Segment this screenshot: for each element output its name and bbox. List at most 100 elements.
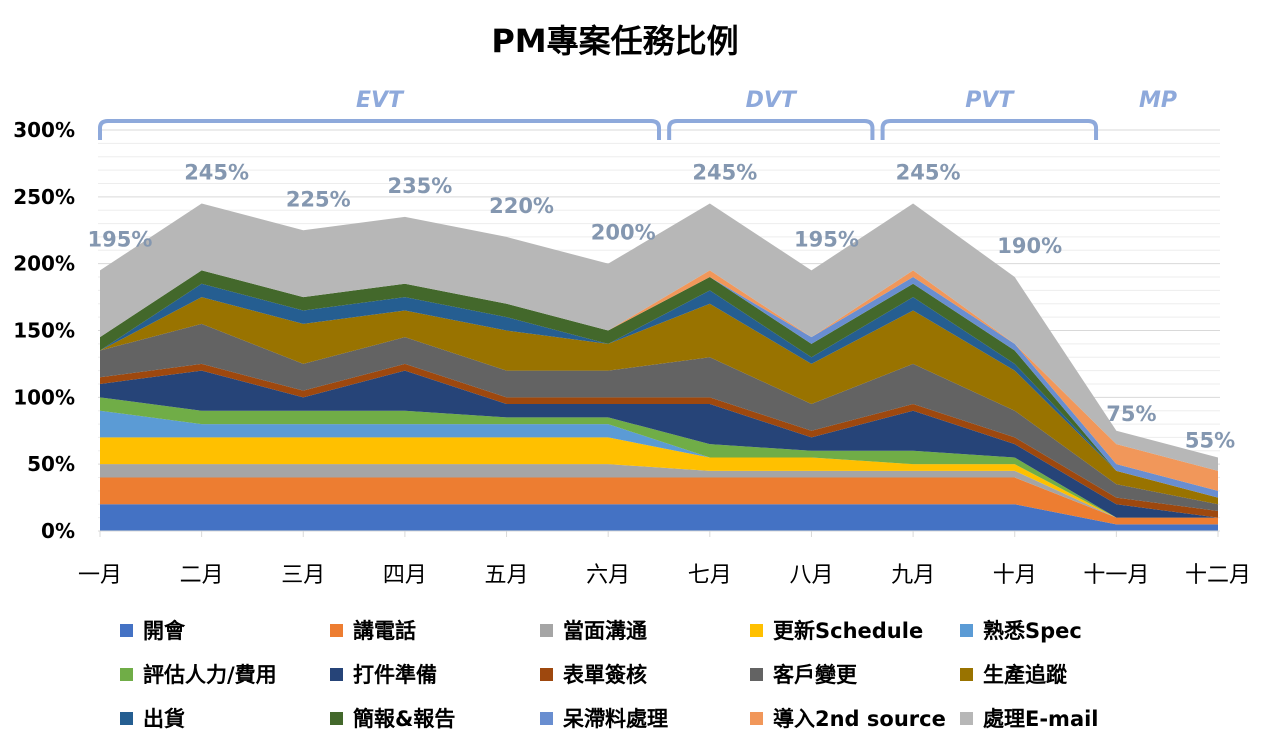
area-series-3 [100,437,1218,518]
area-series-11 [100,270,1218,498]
y-tick-label: 150% [13,319,75,343]
legend-label: 處理E-mail [983,707,1099,731]
legend-item: 表單簽核 [540,659,750,689]
legend-label: 呆滯料處理 [563,707,668,731]
x-tick-label: 八月 [789,563,833,588]
legend-item: 出貨 [120,703,330,733]
legend-item: 打件準備 [330,659,540,689]
y-tick-label: 100% [13,385,75,409]
legend-item: 簡報&報告 [330,703,540,733]
legend-swatch [120,623,133,637]
x-tick-label: 六月 [586,563,630,588]
total-data-label: 55% [1185,428,1235,452]
phase-bracket [98,119,661,140]
total-data-label: 220% [489,194,554,218]
phase-bracket [880,119,1099,140]
legend-label: 客戶變更 [773,663,857,687]
total-data-label: 245% [184,161,249,185]
legend-label: 導入2nd source [773,707,946,731]
legend-swatch [960,711,973,725]
area-series-14 [100,203,1218,471]
total-data-label: 245% [692,161,757,185]
phase-brackets: EVT DVT PVT MP [98,88,1177,140]
legend-label: 評估人力/費用 [143,663,277,687]
phase-label: PVT [965,88,1015,113]
legend-swatch [120,711,133,725]
total-data-label: 235% [387,174,452,198]
legend-swatch [750,667,763,681]
legend-label: 當面溝通 [563,619,647,643]
x-tick-label: 一月 [78,563,122,588]
legend-label: 更新Schedule [773,619,924,643]
legend-label: 打件準備 [353,663,437,687]
x-tick-label: 四月 [383,563,427,588]
legend-item: 處理E-mail [960,703,1170,733]
legend-label: 開會 [143,619,185,643]
phase-label: MP [1139,88,1177,113]
legend-item: 開會 [120,615,330,645]
x-tick-label: 十二月 [1185,563,1251,588]
x-axis: 一月 二月 三月 四月 五月 六月 七月 八月 九月 十月 十一月 十二月 [78,530,1251,588]
chart-title: PM專案任務比例 [491,22,738,60]
y-axis: 0% 50% 100% 150% 200% 250% 300% [13,118,75,543]
y-tick-label: 0% [41,519,75,543]
total-labels: 195% 245% 225% 235% 220% 200% 245% 195% 245% 190%… [88,161,1236,453]
legend-label: 簡報&報告 [353,707,456,731]
legend-item: 評估人力/費用 [120,659,330,689]
legend-label: 出貨 [143,707,185,731]
legend: 開會 講電話 當面溝通 更新Schedule 熟悉Spec 評估人力/費用 打件準備 表單簽核… [120,615,1180,733]
phase-bracket [667,119,875,140]
legend-label: 表單簽核 [563,663,647,687]
x-tick-label: 九月 [891,563,935,588]
area-series-8 [100,323,1218,511]
legend-swatch [330,667,343,681]
x-tick-label: 五月 [485,563,529,588]
y-tick-label: 200% [13,252,75,276]
x-tick-label: 十一月 [1083,563,1149,588]
legend-swatch [540,667,553,681]
legend-swatch [330,711,343,725]
area-series-5 [100,397,1218,518]
y-tick-label: 300% [13,118,75,142]
total-data-label: 75% [1106,402,1156,426]
area-series-0 [100,504,1218,531]
legend-label: 熟悉Spec [983,619,1082,643]
legend-item: 當面溝通 [540,615,750,645]
area-series-1 [100,477,1218,525]
total-data-label: 200% [591,221,656,245]
y-tick-label: 50% [27,452,75,476]
legend-swatch [750,711,763,725]
phase-label: EVT [356,88,405,113]
legend-item: 熟悉Spec [960,615,1170,645]
x-tick-label: 二月 [180,563,224,588]
legend-label: 講電話 [353,619,416,643]
legend-swatch [750,623,763,637]
areas [100,203,1218,531]
x-tick-label: 十月 [993,563,1037,588]
legend-item: 生產追蹤 [960,659,1170,689]
legend-swatch [540,623,553,637]
legend-swatch [960,623,973,637]
y-tick-label: 250% [13,185,75,209]
total-data-label: 195% [88,227,153,251]
legend-swatch [960,667,973,681]
legend-item: 講電話 [330,615,540,645]
total-data-label: 245% [896,161,961,185]
legend-item: 客戶變更 [750,659,960,689]
total-data-label: 225% [286,187,351,211]
total-data-label: 190% [997,234,1062,258]
legend-item: 導入2nd source [750,703,960,733]
x-tick-label: 三月 [281,563,325,588]
area-series-9 [100,297,1218,505]
legend-item: 呆滯料處理 [540,703,750,733]
legend-swatch [540,711,553,725]
legend-label: 生產追蹤 [983,663,1067,687]
phase-label: DVT [746,88,798,113]
total-data-label: 195% [794,227,859,251]
area-series-2 [100,464,1218,518]
legend-swatch [330,623,343,637]
legend-item: 更新Schedule [750,615,960,645]
area-series-6 [100,370,1218,518]
x-tick-label: 七月 [688,563,732,588]
